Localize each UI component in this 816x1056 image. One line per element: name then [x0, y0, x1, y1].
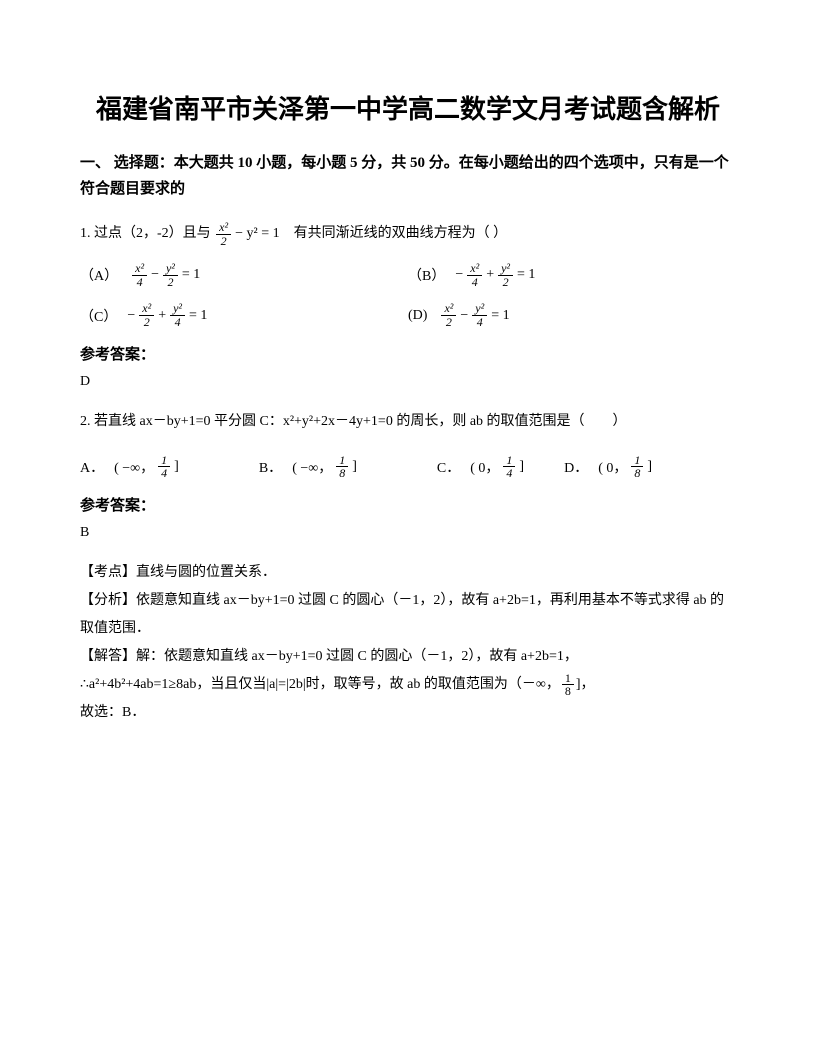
d: 4 — [469, 276, 481, 289]
opt-label: （B） — [408, 265, 445, 285]
sign: − — [127, 308, 135, 324]
q2-exp5: 故选：B． — [80, 699, 736, 727]
q2-stem: 2. 若直线 ax－by+1=0 平分圆 C：x²+y²+2x－4y+1=0 的… — [80, 408, 736, 436]
n: x² — [467, 262, 482, 276]
q2-opt-c: C． ( 0， 14 ] — [437, 454, 524, 480]
rhs: = 1 — [517, 267, 535, 283]
n: y² — [163, 262, 178, 276]
d: 2 — [500, 276, 512, 289]
q2-exp4-pre: ∴a²+4b²+4ab=1≥8ab，当且仅当|a|=|2b|时，取等号，故 ab… — [80, 671, 560, 699]
interval: ( −∞， 14 ] — [114, 454, 179, 480]
q1-opt-c: （C） − x²2 + y²4 = 1 — [80, 302, 408, 328]
close: ] — [174, 459, 179, 475]
n: y² — [170, 302, 185, 316]
d: 2 — [141, 316, 153, 329]
opt-label: A． — [80, 457, 104, 477]
d: 8 — [631, 467, 643, 480]
opt-label: D． — [564, 457, 588, 477]
d: 8 — [562, 685, 574, 698]
page-title: 福建省南平市关泽第一中学高二数学文月考试题含解析 — [80, 90, 736, 129]
opt-label: （C） — [80, 306, 117, 326]
sign: − — [455, 267, 463, 283]
n: 1 — [336, 454, 348, 468]
interval: ( 0， 18 ] — [598, 454, 652, 480]
q2-exp2: 【分析】依题意知直线 ax－by+1=0 过圆 C 的圆心（－1，2），故有 a… — [80, 587, 736, 643]
n: 1 — [562, 672, 574, 686]
open: ( −∞， — [114, 457, 154, 477]
interval: ( −∞， 18 ] — [292, 454, 357, 480]
section-heading: 一、 选择题：本大题共 10 小题，每小题 5 分，共 50 分。在每小题给出的… — [80, 151, 736, 202]
open: ( 0， — [470, 457, 499, 477]
q2-answer: B — [80, 525, 736, 541]
q2-exp3: 【解答】解：依题意知直线 ax－by+1=0 过圆 C 的圆心（－1，2），故有… — [80, 643, 736, 671]
open: ( 0， — [598, 457, 627, 477]
eq: − x²4 + y²2 = 1 — [455, 262, 535, 288]
op: + — [158, 308, 166, 324]
q1-opt-d: (D) x²2 − y²4 = 1 — [408, 302, 510, 328]
q1-answer: D — [80, 374, 736, 390]
q1-options-row1: （A） x²4 − y²2 = 1 （B） − x²4 + y²2 = 1 — [80, 262, 736, 288]
q2-exp4: ∴a²+4b²+4ab=1≥8ab，当且仅当|a|=|2b|时，取等号，故 ab… — [80, 671, 736, 699]
d: 4 — [503, 467, 515, 480]
q2-options: A． ( −∞， 14 ] B． ( −∞， 18 ] C． ( 0， 14 ] — [80, 454, 736, 480]
op: − — [460, 308, 468, 324]
eq: x²2 − y²4 = 1 — [437, 302, 509, 328]
q1-prefix: 1. 过点（2，-2）且与 — [80, 226, 211, 241]
d: 4 — [134, 276, 146, 289]
q1-answer-label: 参考答案： — [80, 343, 736, 364]
rhs: = 1 — [491, 308, 509, 324]
rhs: = 1 — [189, 308, 207, 324]
q1-cond-tail: − y² = 1 — [235, 220, 280, 248]
eq: x²4 − y²2 = 1 — [128, 262, 200, 288]
opt-label: (D) — [408, 308, 427, 324]
d: 8 — [336, 467, 348, 480]
q2-exp4-frac: 1 8 — [562, 672, 574, 698]
n: 1 — [158, 454, 170, 468]
n: x² — [132, 262, 147, 276]
q2-exp4-post: ]， — [576, 671, 595, 699]
frac-num: x² — [216, 221, 231, 235]
close: ] — [647, 459, 652, 475]
q1-suffix: 有共同渐近线的双曲线方程为（ ） — [294, 226, 508, 241]
n: x² — [441, 302, 456, 316]
n: 1 — [503, 454, 515, 468]
rhs: = 1 — [182, 267, 200, 283]
d: 2 — [164, 276, 176, 289]
opt-label: C． — [437, 457, 460, 477]
op: − — [151, 267, 159, 283]
d: 2 — [443, 316, 455, 329]
close: ] — [519, 459, 524, 475]
interval: ( 0， 14 ] — [470, 454, 524, 480]
opt-label: （A） — [80, 265, 118, 285]
q1-opt-b: （B） − x²4 + y²2 = 1 — [408, 262, 535, 288]
d: 4 — [172, 316, 184, 329]
q1-cond-frac: x² 2 — [216, 221, 231, 247]
eq: − x²2 + y²4 = 1 — [127, 302, 207, 328]
n: x² — [139, 302, 154, 316]
q2-opt-b: B． ( −∞， 18 ] — [259, 454, 357, 480]
exam-page: 福建省南平市关泽第一中学高二数学文月考试题含解析 一、 选择题：本大题共 10 … — [0, 0, 816, 767]
q2-opt-d: D． ( 0， 18 ] — [564, 454, 652, 480]
q2-answer-label: 参考答案： — [80, 494, 736, 515]
q1-stem: 1. 过点（2，-2）且与 x² 2 − y² = 1 有共同渐近线的双曲线方程… — [80, 220, 736, 248]
q1-options-row2: （C） − x²2 + y²4 = 1 (D) x²2 − y²4 = 1 — [80, 302, 736, 328]
op: + — [486, 267, 494, 283]
close: ] — [352, 459, 357, 475]
d: 4 — [474, 316, 486, 329]
q1-cond-eq: x² 2 − y² = 1 — [214, 220, 279, 248]
n: y² — [472, 302, 487, 316]
n: y² — [498, 262, 513, 276]
n: 1 — [631, 454, 643, 468]
q2-opt-a: A． ( −∞， 14 ] — [80, 454, 179, 480]
opt-label: B． — [259, 457, 282, 477]
q1-opt-a: （A） x²4 − y²2 = 1 — [80, 262, 408, 288]
open: ( −∞， — [292, 457, 332, 477]
frac-den: 2 — [218, 235, 230, 248]
d: 4 — [158, 467, 170, 480]
q2-exp1: 【考点】直线与圆的位置关系． — [80, 559, 736, 587]
